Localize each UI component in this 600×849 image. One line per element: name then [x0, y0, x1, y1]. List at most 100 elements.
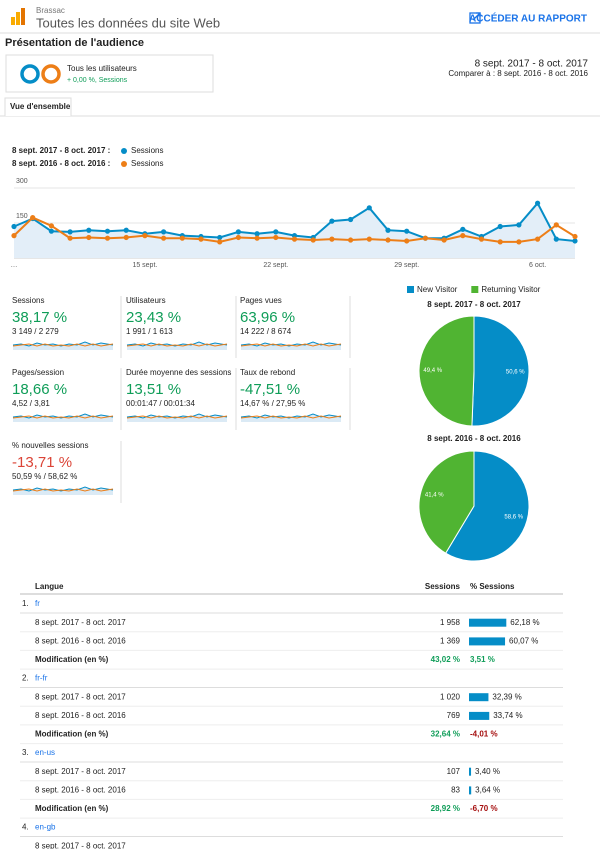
pie-slice [418, 315, 475, 427]
point [86, 234, 92, 241]
legend-swatch [471, 286, 479, 293]
point [366, 205, 372, 211]
point [516, 239, 522, 245]
point [11, 233, 17, 239]
point [123, 234, 129, 241]
point [273, 229, 279, 235]
point [553, 236, 559, 242]
legend-label: New Visitor [417, 285, 458, 294]
tab-label[interactable]: Vue d'ensemble [10, 102, 71, 111]
y-tick-label: 300 [16, 178, 28, 185]
point [235, 234, 241, 241]
point [366, 236, 372, 242]
metric-name: Taux de rebond [240, 368, 295, 377]
legend-label: Returning Visitor [481, 285, 540, 294]
share-cell: 32,39 % [492, 692, 521, 701]
metric-name: Sessions [12, 296, 44, 305]
point [535, 200, 541, 206]
sparkline [240, 413, 342, 422]
row-name: fr-fr [35, 674, 48, 683]
row-label: 8 sept. 2016 - 8 oct. 2016 [35, 786, 126, 795]
metric-detail: 14 222 / 8 674 [240, 327, 292, 336]
point [48, 223, 55, 229]
account: Brassac [36, 6, 65, 15]
row-index: 4. [22, 823, 29, 832]
point [460, 233, 466, 239]
pie-slice [471, 315, 530, 427]
share-bar [469, 637, 506, 646]
point [235, 229, 241, 235]
point [497, 223, 503, 230]
row-label: 8 sept. 2017 - 8 oct. 2017 [35, 618, 126, 627]
point [404, 238, 410, 244]
share-change: -6,70 % [470, 804, 498, 813]
sessions-cell: 1 958 [440, 618, 461, 627]
point [142, 233, 148, 239]
row-label: Modification (en %) [35, 730, 109, 739]
metric-detail: 14,67 % / 27,95 % [240, 399, 305, 408]
sparkline [126, 341, 228, 350]
tab[interactable] [4, 97, 72, 116]
point [404, 228, 410, 234]
point [161, 229, 167, 235]
metric-name: Durée moyenne des sessions [126, 368, 231, 377]
sessions-cell: 28,92 % [431, 804, 460, 813]
sessions-cell: 769 [447, 711, 461, 720]
point [254, 235, 260, 241]
sparkline [12, 486, 114, 495]
metric-detail: 3 149 / 2 279 [12, 327, 59, 336]
share-cell: 3,40 % [475, 767, 500, 776]
point [123, 227, 129, 233]
point [104, 228, 111, 234]
legend-dot [121, 161, 127, 167]
metric-value: -13,71 % [12, 454, 72, 471]
pie-slice [445, 450, 530, 562]
area [14, 203, 575, 258]
share-cell: 62,18 % [510, 618, 539, 627]
segment-box[interactable] [5, 54, 214, 93]
page-title: Présentation de l'audience [5, 37, 144, 49]
point [385, 227, 391, 233]
point [198, 236, 204, 242]
segment-name: Tous les utilisateurs [67, 64, 137, 73]
point [291, 236, 298, 242]
point [217, 239, 223, 245]
point [104, 235, 111, 241]
share-cell: 60,07 % [509, 637, 538, 646]
y-tick-label: 150 [16, 213, 28, 220]
metric-detail: 4,52 / 3,81 [12, 399, 50, 408]
point [422, 235, 428, 241]
share-bar [469, 767, 472, 776]
metric-value: 63,96 % [240, 309, 295, 326]
point [348, 216, 354, 223]
point [67, 235, 73, 241]
share-cell: 33,74 % [493, 711, 522, 720]
row-label: 8 sept. 2017 - 8 oct. 2017 [35, 767, 126, 776]
report-link-icon[interactable] [469, 12, 481, 24]
point [86, 227, 92, 233]
segment-ring [20, 64, 40, 84]
metric-detail: 50,59 % / 58,62 % [12, 472, 77, 481]
point [516, 222, 522, 228]
legend-period: 8 sept. 2017 - 8 oct. 2017 : [12, 146, 110, 155]
point [348, 237, 354, 243]
row-label: 8 sept. 2017 - 8 oct. 2017 [35, 692, 126, 701]
metric-separators [120, 296, 351, 503]
metric-detail: 00:01:47 / 00:01:34 [126, 399, 196, 408]
row-index: 3. [22, 748, 29, 757]
sessions-cell: 43,02 % [431, 655, 460, 664]
pie-label: 41,4 % [425, 493, 444, 499]
row-name: en-gb [35, 823, 56, 832]
share-bar [469, 711, 490, 720]
report-link[interactable]: ACCÉDER AU RAPPORT [469, 12, 587, 25]
metric-value: -47,51 % [240, 381, 300, 398]
point [30, 215, 36, 221]
row-name: fr [35, 599, 40, 608]
sessions-cell: 32,64 % [431, 730, 460, 739]
pie-slice [418, 450, 475, 554]
pie-label: 49,4 % [423, 368, 442, 374]
point [273, 234, 279, 241]
column-header: % Sessions [470, 582, 515, 591]
